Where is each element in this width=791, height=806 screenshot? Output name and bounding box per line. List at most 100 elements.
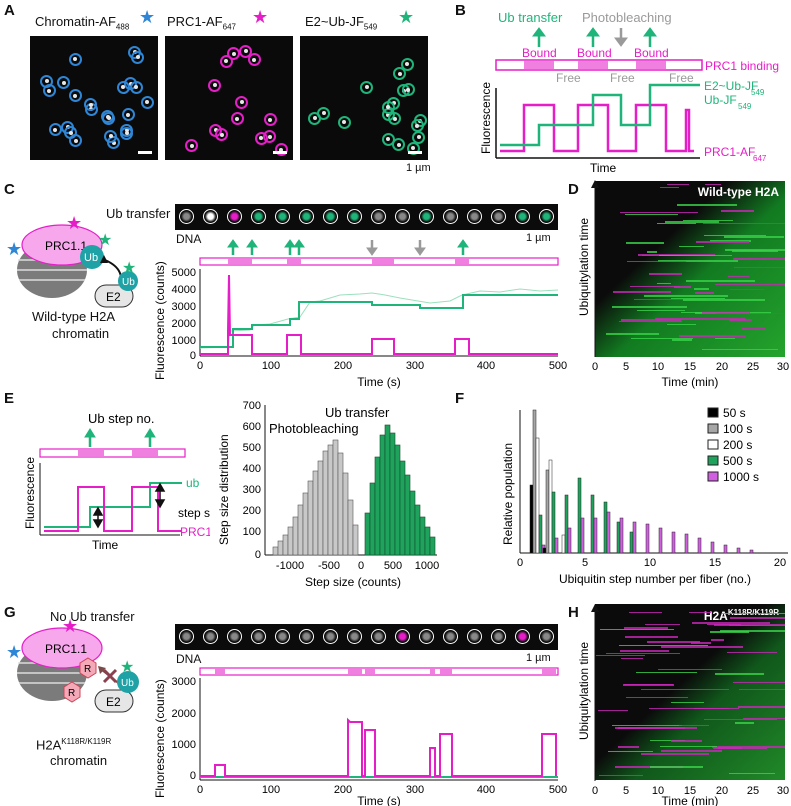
svg-text:★: ★ — [120, 659, 134, 676]
spot — [189, 143, 194, 148]
heatmap-row — [735, 722, 755, 724]
g-r-label-1: R — [84, 664, 91, 675]
heatmap-row — [667, 183, 690, 186]
h-xtick: 25 — [747, 785, 759, 797]
spot-circle — [263, 113, 277, 127]
strip-frame — [419, 209, 434, 224]
heatmap-row — [703, 234, 767, 237]
spot — [396, 142, 401, 147]
heatmap-row — [738, 688, 785, 691]
f-xtick: 0 — [517, 557, 523, 569]
e-ytick: 500 — [243, 442, 261, 454]
spot — [386, 105, 391, 109]
spot — [397, 71, 402, 76]
heatmap-row — [614, 727, 686, 729]
spot-circle — [104, 129, 118, 143]
f-xtick: 20 — [774, 557, 786, 569]
f-bar-chart: Relative population 0 5 10 15 20 Ubiquit… — [501, 406, 788, 586]
c-ytick: 2000 — [172, 318, 196, 330]
heatmap-row — [633, 298, 707, 301]
panel-f-letter: F — [455, 390, 465, 407]
b-prc1-binding: PRC1 binding — [705, 59, 779, 73]
spot — [243, 49, 248, 54]
panel-a-letter: A — [4, 2, 15, 19]
panel-d-letter: D — [568, 181, 579, 198]
heatmap-row — [678, 245, 704, 248]
h-xtick: 20 — [716, 785, 728, 797]
strip-frame — [203, 209, 218, 224]
spot — [108, 134, 113, 139]
spot — [386, 137, 391, 142]
spot — [415, 123, 420, 128]
spot-circle — [48, 123, 62, 137]
e-hist-photo: Photobleaching — [269, 421, 359, 436]
svg-text:★: ★ — [122, 260, 136, 277]
heatmap-row — [624, 683, 674, 686]
heatmap-row — [626, 242, 665, 244]
heatmap-row — [670, 297, 726, 300]
heatmap-row — [715, 673, 764, 675]
spot-circle — [131, 50, 145, 64]
spot — [73, 57, 78, 62]
spot-circle — [230, 112, 244, 125]
heatmap-row — [722, 612, 785, 615]
g-ytick: 2000 — [172, 708, 196, 720]
heatmap-row — [729, 772, 776, 775]
d-axes: Ubiquitylation time 0 5 10 15 20 25 30 T… — [577, 180, 789, 389]
heatmap-row — [682, 299, 765, 301]
green-star-icon: ★ — [398, 7, 415, 27]
e-hist-xlabel: Step size (counts) — [305, 575, 401, 589]
panel-b-letter: B — [455, 2, 466, 19]
spot — [219, 132, 224, 137]
g-blue-star-icon: ★ — [6, 642, 22, 662]
b-bound-1: Bound — [522, 46, 557, 60]
heatmap-row — [636, 671, 697, 674]
strip-frame — [395, 209, 410, 224]
heatmap-row — [618, 320, 682, 323]
d-heatmap: Wild-type H2A — [595, 181, 785, 357]
spot-circle — [247, 53, 261, 67]
f-xlabel: Ubiquitin step number per fiber (no.) — [559, 572, 751, 586]
c-trace-plot: 5000 4000 3000 2000 1000 0 0 100 200 300… — [153, 239, 567, 389]
heatmap-row — [690, 642, 712, 644]
heatmap-row — [617, 746, 639, 748]
heatmap-row — [709, 240, 751, 242]
panel-h-letter: H — [568, 604, 579, 621]
b-bound-2: Bound — [577, 46, 612, 60]
heatmap-row — [719, 630, 785, 632]
b-free-1: Free — [556, 71, 581, 85]
spot — [88, 102, 93, 107]
c-ytick: 3000 — [172, 301, 196, 313]
h-ylabel: Ubiquitylation time — [577, 642, 591, 740]
heatmap-row — [720, 210, 755, 212]
strip-frame — [347, 629, 362, 644]
spot — [268, 117, 273, 122]
g-image-strip — [175, 624, 558, 650]
c-xtick: 300 — [406, 360, 424, 372]
e-ytick: 400 — [243, 463, 261, 475]
spot-circle — [392, 138, 406, 152]
heatmap-row — [693, 288, 709, 290]
heatmap-row — [725, 249, 785, 251]
heatmap-row — [660, 186, 680, 189]
b-free-2: Free — [610, 71, 635, 85]
strip-frame — [251, 629, 266, 644]
heatmap-row — [629, 611, 663, 613]
e-step-size: step size — [178, 506, 210, 520]
heatmap-row — [595, 654, 646, 656]
spot — [321, 111, 326, 116]
c-image-strip — [175, 204, 558, 230]
g-caption-2: chromatin — [50, 753, 108, 768]
heatmap-row — [657, 222, 696, 225]
panel-g-letter: G — [4, 604, 16, 621]
heatmap-row — [728, 319, 752, 321]
c-xtick: 100 — [262, 360, 280, 372]
scale-bar — [138, 151, 152, 154]
heatmap-row — [712, 747, 743, 749]
spot — [61, 80, 66, 85]
heatmap-row — [737, 706, 785, 708]
spot-circle — [140, 95, 154, 109]
spot — [47, 88, 52, 93]
heatmap-row — [682, 219, 733, 222]
f-legend: 50 s 100 s 200 s 500 s 1000 s — [707, 406, 759, 484]
